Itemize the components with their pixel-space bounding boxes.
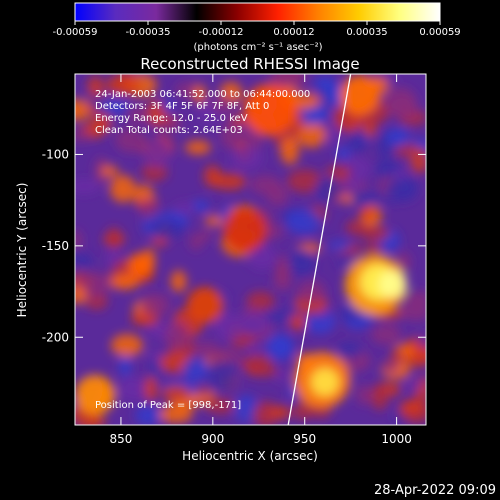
energy-range-text: Energy Range: 12.0 - 25.0 keV (95, 113, 248, 124)
x-tick-label: 950 (293, 432, 316, 446)
clean-counts-text: Clean Total counts: 2.64E+03 (95, 125, 243, 136)
colorbar (74, 2, 441, 22)
footer-date: 28-Apr-2022 09:09 (374, 483, 496, 498)
colorbar-tick-label: 0.00035 (346, 27, 387, 38)
y-tick-label: -150 (42, 239, 69, 253)
colorbar-units-label: (photons cm⁻² s⁻¹ asec⁻²) (193, 42, 322, 53)
colorbar-tick-label: -0.00012 (199, 27, 244, 38)
peak-source (378, 270, 407, 299)
x-axis-label: Heliocentric X (arcsec) (182, 449, 318, 463)
y-axis-label: Heliocentric Y (arcsec) (15, 183, 29, 318)
colorbar-tick-label: -0.00035 (126, 27, 171, 38)
peak-position-text: Position of Peak = [998,-171] (95, 400, 241, 411)
x-tick-label: 850 (109, 432, 132, 446)
colorbar-ticks: -0.00059 -0.00035 -0.00012 0.00012 0.00035 0.… (53, 21, 461, 38)
colorbar-tick-label: 0.00012 (273, 27, 314, 38)
x-tick-label: 900 (201, 432, 224, 446)
x-tick-label: 1000 (381, 432, 412, 446)
y-tick-label: -100 (42, 147, 69, 161)
heatmap-image (75, 74, 426, 425)
y-tick-label: -200 (42, 330, 69, 344)
colorbar-tick-label: -0.00059 (53, 27, 98, 38)
detectors-text: Detectors: 3F 4F 5F 6F 7F 8F, Att 0 (95, 101, 269, 112)
solar-limb-line (287, 74, 352, 425)
plot-area (75, 74, 426, 425)
axis-ticks: 850 900 950 1000 -100 -150 -200 (42, 74, 426, 446)
colorbar-tick-label: 0.00059 (419, 27, 460, 38)
time-range-text: 24-Jan-2003 06:41:52.000 to 06:44:00.000 (95, 89, 310, 100)
chart-title: Reconstructed RHESSI Image (140, 55, 359, 73)
plot-frame (74, 73, 427, 426)
